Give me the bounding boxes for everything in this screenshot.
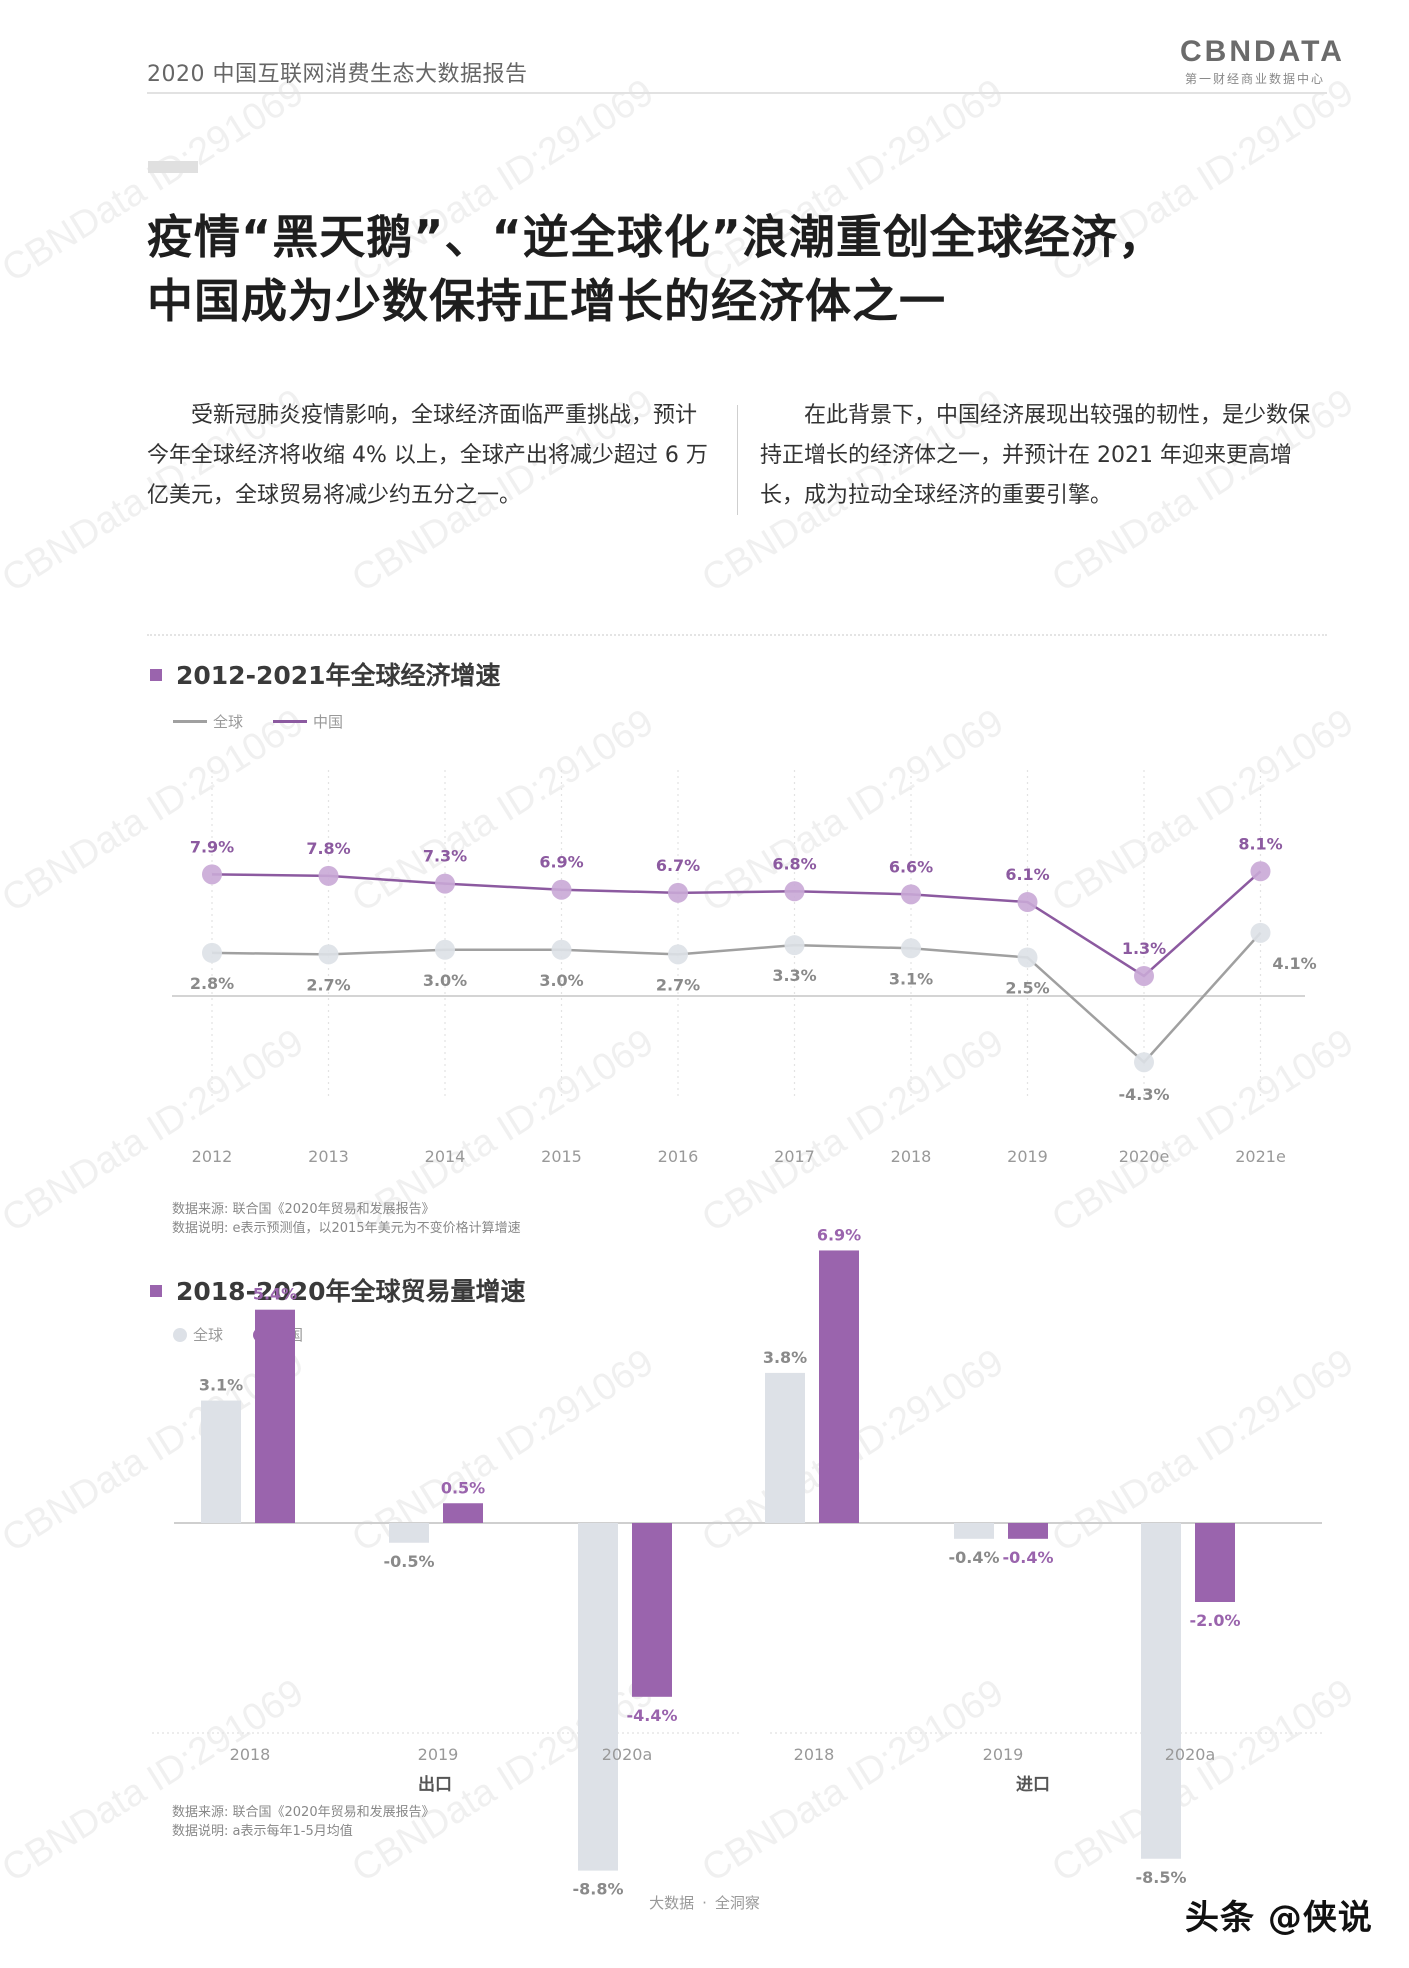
report-title: 2020 中国互联网消费生态大数据报告 — [147, 62, 528, 87]
svg-text:2.8%: 2.8% — [190, 974, 234, 993]
svg-text:2018: 2018 — [794, 1745, 835, 1764]
svg-text:2016: 2016 — [658, 1147, 699, 1166]
toutiao-watermark: 头条 @侠说 — [1185, 1898, 1373, 1938]
svg-text:3.1%: 3.1% — [199, 1376, 243, 1395]
svg-text:3.1%: 3.1% — [889, 969, 933, 988]
svg-text:6.9%: 6.9% — [539, 853, 583, 872]
svg-text:1.3%: 1.3% — [1122, 939, 1166, 958]
chart1-source: 数据来源: 联合国《2020年贸易和发展报告》 — [172, 1202, 435, 1217]
svg-text:进口: 进口 — [1016, 1775, 1050, 1795]
svg-text:2019: 2019 — [983, 1745, 1024, 1764]
chart2-notes: 数据来源: 联合国《2020年贸易和发展报告》 数据说明: a表示每年1-5月均… — [172, 1803, 435, 1841]
svg-text:0.5%: 0.5% — [441, 1478, 485, 1497]
chart1-title-text: 2012-2021年全球经济增速 — [176, 661, 501, 690]
legend-item-global: 全球 — [173, 711, 243, 732]
chart2-description: 数据说明: a表示每年1-5月均值 — [172, 1824, 353, 1839]
page-title-line-2: 中国成为少数保持正增长的经济体之一 — [147, 274, 946, 328]
svg-text:8.1%: 8.1% — [1238, 834, 1282, 853]
svg-text:4.1%: 4.1% — [1272, 954, 1316, 973]
chart2-title: 2018-2020年全球贸易量增速 — [150, 1272, 526, 1308]
svg-text:2020a: 2020a — [602, 1745, 653, 1764]
square-bullet-icon — [150, 669, 162, 681]
svg-text:-2.0%: -2.0% — [1189, 1611, 1240, 1630]
svg-text:-4.4%: -4.4% — [626, 1706, 677, 1725]
intro-paragraph-left: 受新冠肺炎疫情影响，全球经济面临严重挑战，预计今年全球经济将收缩 4% 以上，全… — [147, 403, 708, 508]
svg-text:6.9%: 6.9% — [817, 1225, 861, 1244]
legend-line-icon — [173, 720, 207, 723]
svg-text:-8.8%: -8.8% — [572, 1880, 623, 1899]
legend-dot-icon — [173, 1327, 187, 1342]
svg-text:3.3%: 3.3% — [772, 966, 816, 985]
svg-text:7.3%: 7.3% — [423, 847, 467, 866]
svg-text:-8.5%: -8.5% — [1135, 1868, 1186, 1887]
svg-text:6.6%: 6.6% — [889, 857, 933, 876]
svg-text:2013: 2013 — [308, 1147, 349, 1166]
legend-item-global: 全球 — [173, 1324, 223, 1345]
footer-left: 大数据 — [649, 1894, 695, 1912]
svg-text:6.7%: 6.7% — [656, 856, 700, 875]
page-footer: 大数据 · 全洞察 — [0, 1892, 1409, 1913]
svg-text:7.8%: 7.8% — [306, 839, 350, 858]
chart2-title-text: 2018-2020年全球贸易量增速 — [176, 1277, 526, 1306]
chart1-title: 2012-2021年全球经济增速 — [150, 656, 501, 692]
cbndata-logo: CBNDATA 第一财经商业数据中心 — [1180, 35, 1345, 87]
svg-text:6.1%: 6.1% — [1005, 865, 1049, 884]
svg-text:2020e: 2020e — [1119, 1147, 1170, 1166]
section-separator — [147, 634, 1327, 636]
svg-text:2017: 2017 — [774, 1147, 815, 1166]
page-title-line-1: 疫情“黑天鹅”、“逆全球化”浪潮重创全球经济， — [147, 210, 1165, 264]
svg-text:3.0%: 3.0% — [423, 971, 467, 990]
svg-text:-0.4%: -0.4% — [1002, 1548, 1053, 1567]
svg-text:5.4%: 5.4% — [253, 1285, 297, 1304]
svg-text:2020a: 2020a — [1165, 1745, 1216, 1764]
square-bullet-icon — [150, 1285, 162, 1297]
logo-subtitle: 第一财经商业数据中心 — [1184, 72, 1325, 86]
chart1-description: 数据说明: e表示预测值，以2015年美元为不变价格计算增速 — [172, 1221, 521, 1236]
svg-text:6.8%: 6.8% — [772, 854, 816, 873]
legend-item-china: 中国 — [273, 711, 343, 732]
svg-text:2019: 2019 — [418, 1745, 459, 1764]
svg-text:2012: 2012 — [192, 1147, 233, 1166]
svg-text:-0.5%: -0.5% — [383, 1552, 434, 1571]
svg-text:2021e: 2021e — [1235, 1147, 1286, 1166]
svg-text:2019: 2019 — [1007, 1147, 1048, 1166]
logo-wordmark: CBNDATA — [1180, 35, 1345, 68]
chart2-source: 数据来源: 联合国《2020年贸易和发展报告》 — [172, 1805, 435, 1820]
svg-text:3.8%: 3.8% — [763, 1348, 807, 1367]
legend-label: 中国 — [313, 713, 344, 731]
svg-text:2018: 2018 — [891, 1147, 932, 1166]
svg-text:2.7%: 2.7% — [656, 975, 700, 994]
legend-line-icon — [273, 720, 308, 723]
svg-text:-4.3%: -4.3% — [1118, 1085, 1169, 1104]
chart1-notes: 数据来源: 联合国《2020年贸易和发展报告》 数据说明: e表示预测值，以20… — [172, 1200, 521, 1238]
chart1-legend: 全球 中国 — [173, 711, 343, 732]
svg-text:2.7%: 2.7% — [306, 975, 350, 994]
svg-text:3.0%: 3.0% — [539, 971, 583, 990]
legend-label: 全球 — [193, 1326, 224, 1344]
svg-text:2018: 2018 — [230, 1745, 271, 1764]
svg-text:7.9%: 7.9% — [190, 837, 234, 856]
svg-text:2014: 2014 — [425, 1147, 466, 1166]
legend-label: 全球 — [213, 713, 244, 731]
svg-text:2.5%: 2.5% — [1005, 979, 1049, 998]
svg-text:2015: 2015 — [541, 1147, 582, 1166]
svg-text:-0.4%: -0.4% — [948, 1548, 999, 1567]
footer-dot: · — [702, 1894, 707, 1912]
footer-right: 全洞察 — [714, 1894, 760, 1912]
intro-paragraph-right: 在此背景下，中国经济展现出较强的韧性，是少数保持正增长的经济体之一，并预计在 2… — [760, 403, 1311, 508]
page-title: 疫情“黑天鹅”、“逆全球化”浪潮重创全球经济， 中国成为少数保持正增长的经济体之… — [147, 205, 1165, 333]
svg-text:出口: 出口 — [418, 1774, 452, 1795]
column-divider — [737, 405, 738, 515]
title-accent-bar — [148, 161, 198, 173]
header-divider — [147, 92, 1327, 94]
